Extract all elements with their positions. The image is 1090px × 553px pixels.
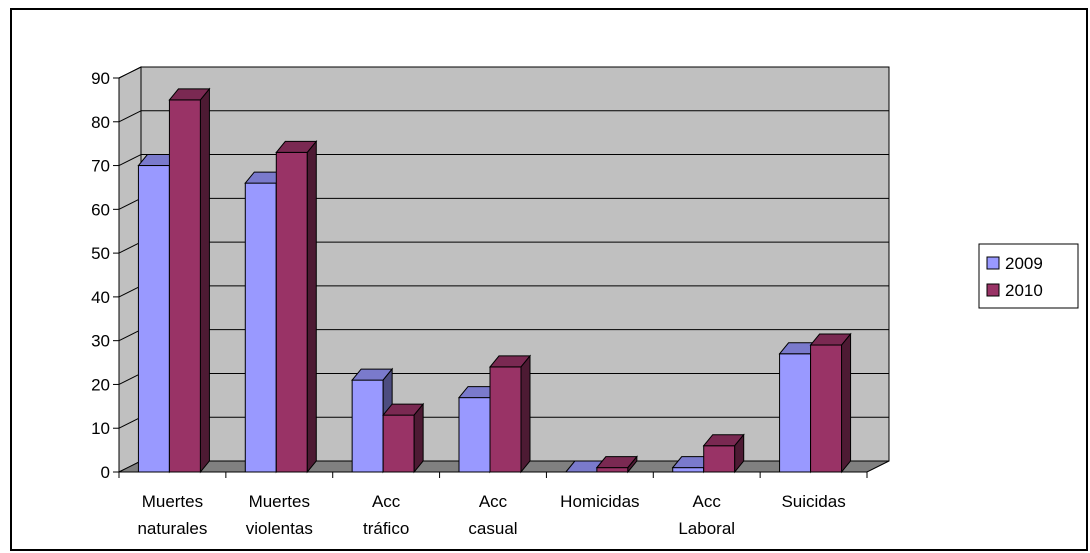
bar-front [382,414,415,473]
bar-front [275,151,308,473]
gridline-side [118,110,142,123]
x-category-label: violentas [246,519,313,538]
legend: 2009 2010 [978,243,1079,309]
bar [702,433,745,474]
gridline-side [118,66,142,79]
bar-front [458,397,491,473]
plot-side-wall [118,66,142,473]
x-category-label: casual [468,519,517,538]
x-category-label: Laboral [678,519,735,538]
y-tick-label: 10 [91,419,110,438]
y-axis: 0 10 20 30 40 50 60 70 80 90 [91,69,120,482]
legend-swatch [986,256,1000,270]
x-category-label: naturales [137,519,207,538]
x-category-label: Acc [372,492,401,511]
bar-side [520,354,531,474]
y-tick-label: 40 [91,288,110,307]
bar-side [413,402,424,474]
legend-swatch [986,283,1000,297]
legend-box [978,243,1079,309]
bar-front [489,366,522,473]
gridline-side [118,416,142,429]
x-category-label: Homicidas [560,492,639,511]
gridline-side [118,372,142,385]
bar [488,354,532,474]
y-tick-label: 20 [91,375,110,394]
bar-side [199,87,210,474]
gridline-side [118,241,142,254]
legend-label: 2010 [1005,281,1043,300]
bar-side [306,140,317,474]
chart-frame: 0 10 20 30 40 50 60 70 80 90 Muertes naturales Muer… [10,8,1088,551]
y-tick-label: 50 [91,244,110,263]
bar [168,87,211,474]
bar-front [779,353,812,473]
gridline-side [118,154,142,167]
x-category-label: Acc [693,492,722,511]
bar-front [596,467,629,473]
y-tick-label: 0 [101,463,110,482]
x-category-label: Muertes [249,492,310,511]
bar-front [703,445,736,473]
x-axis: Muertes naturales Muertes violentas Acc tráfi… [118,471,868,538]
bar-front [137,165,170,473]
y-tick-label: 70 [91,157,110,176]
x-category-label: Muertes [142,492,203,511]
y-tick-label: 90 [91,69,110,88]
bar-side [841,332,852,474]
bar [382,402,425,474]
x-category-label: tráfico [363,519,409,538]
gridline-side [118,329,142,342]
bar-front [672,467,705,473]
bar-front [244,182,277,473]
x-category-label: Suicidas [781,492,845,511]
bar-front [168,99,201,473]
bars [137,87,852,474]
y-tick-label: 80 [91,113,110,132]
bar [275,140,318,474]
bar [595,455,638,474]
y-tick-label: 30 [91,332,110,351]
y-tick-label: 60 [91,200,110,219]
gridline-side [118,197,142,210]
bar [809,332,852,474]
gridline-side [118,285,142,298]
bar-side [627,455,638,474]
bar-front [810,344,843,473]
bar-front [351,379,384,473]
bar-side [734,433,745,474]
legend-label: 2009 [1005,254,1043,273]
x-category-label: Acc [479,492,508,511]
